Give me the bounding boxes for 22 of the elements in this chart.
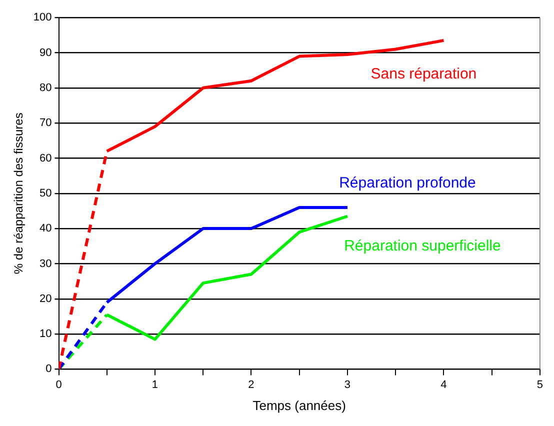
y-axis-title: % de réapparition des fissures bbox=[12, 112, 26, 274]
x-tick-label: 4 bbox=[440, 378, 447, 391]
y-tick-label: 0 bbox=[46, 363, 52, 376]
y-tick-label: 50 bbox=[40, 187, 52, 200]
x-tick-label: 2 bbox=[248, 378, 254, 391]
y-tick-label: 40 bbox=[40, 222, 52, 235]
x-tick-label: 5 bbox=[536, 378, 544, 391]
y-tick-label: 10 bbox=[40, 328, 52, 340]
series-label: Réparation profonde bbox=[339, 174, 476, 192]
y-tick-label: 60 bbox=[40, 152, 52, 164]
y-tick-label: 80 bbox=[40, 82, 52, 94]
x-tick-label: 0 bbox=[56, 378, 62, 391]
y-tick-label: 30 bbox=[40, 258, 52, 270]
x-tick-label: 3 bbox=[344, 378, 351, 391]
x-tick-label: 1 bbox=[152, 378, 158, 391]
series-label: Réparation superficielle bbox=[344, 237, 501, 254]
x-axis-title: Temps (années) bbox=[252, 398, 346, 413]
y-tick-label: 90 bbox=[40, 46, 52, 59]
series-label: Sans réparation bbox=[370, 66, 477, 83]
y-tick-label: 20 bbox=[40, 292, 52, 305]
y-tick-label: 70 bbox=[40, 117, 52, 130]
y-tick-label: 100 bbox=[33, 12, 52, 24]
